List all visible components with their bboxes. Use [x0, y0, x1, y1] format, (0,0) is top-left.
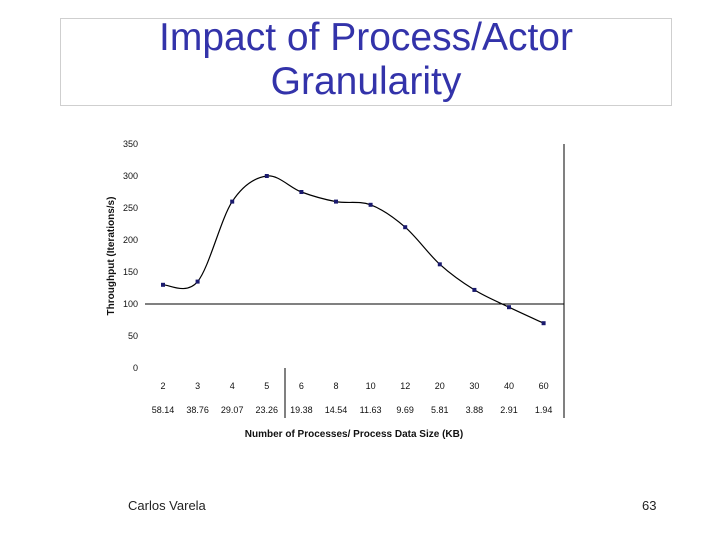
y-tick-label: 50	[128, 331, 138, 341]
data-point	[230, 199, 235, 204]
x-tick-label: 10	[366, 381, 376, 391]
y-tick-label: 300	[123, 171, 138, 181]
data-size-label: 23.26	[256, 405, 279, 415]
series-line	[162, 175, 544, 324]
slide-title: Impact of Process/Actor Granularity	[60, 16, 672, 104]
y-tick-label: 100	[123, 299, 138, 309]
slide-title-line-2: Granularity	[270, 60, 462, 103]
x-tick-label: 20	[435, 381, 445, 391]
y-tick-label: 250	[123, 203, 138, 213]
data-point	[507, 305, 511, 310]
x-tick-label: 2	[160, 381, 165, 391]
x-tick-label: 4	[230, 381, 235, 391]
data-size-label: 1.94	[535, 405, 553, 415]
title-box	[60, 18, 672, 106]
x-tick-label: 3	[195, 381, 200, 391]
y-tick-label: 150	[123, 267, 138, 277]
x-tick-label: 30	[469, 381, 479, 391]
data-point	[195, 279, 200, 284]
slide-title-line-1: Impact of Process/Actor	[159, 16, 573, 59]
y-tick-label: 350	[123, 139, 138, 149]
x-tick-label: 40	[504, 381, 514, 391]
x-tick-label: 8	[333, 381, 338, 391]
data-point	[472, 287, 477, 292]
y-tick-label: 0	[133, 363, 138, 373]
x-tick-label: 6	[299, 381, 304, 391]
data-point	[264, 174, 269, 178]
data-point	[437, 262, 442, 267]
x-tick-label: 12	[400, 381, 410, 391]
y-axis-title: Throughput (Iterations/s)	[106, 197, 117, 316]
page-number: 63	[642, 498, 657, 513]
data-size-label: 29.07	[221, 405, 244, 415]
data-size-label: 11.63	[360, 405, 382, 415]
x-axis-title: Number of Processes/ Process Data Size (…	[245, 429, 463, 440]
data-size-label: 58.14	[152, 405, 175, 415]
data-size-label: 38.76	[186, 405, 209, 415]
data-point	[403, 225, 408, 230]
data-point	[334, 199, 338, 204]
data-point	[161, 282, 165, 287]
y-tick-label: 200	[123, 235, 138, 245]
data-size-label: 14.54	[325, 405, 348, 415]
data-size-label: 19.38	[290, 405, 313, 415]
x-tick-label: 60	[539, 381, 549, 391]
footer-author: Carlos Varela	[128, 498, 206, 513]
data-size-label: 5.81	[431, 405, 449, 415]
x-tick-label: 5	[264, 381, 269, 391]
data-size-label: 3.88	[466, 405, 484, 415]
data-point	[368, 202, 373, 207]
data-size-label: 2.91	[500, 405, 518, 415]
data-point	[299, 190, 304, 194]
data-size-label: 9.69	[396, 405, 414, 415]
data-point	[541, 321, 546, 326]
